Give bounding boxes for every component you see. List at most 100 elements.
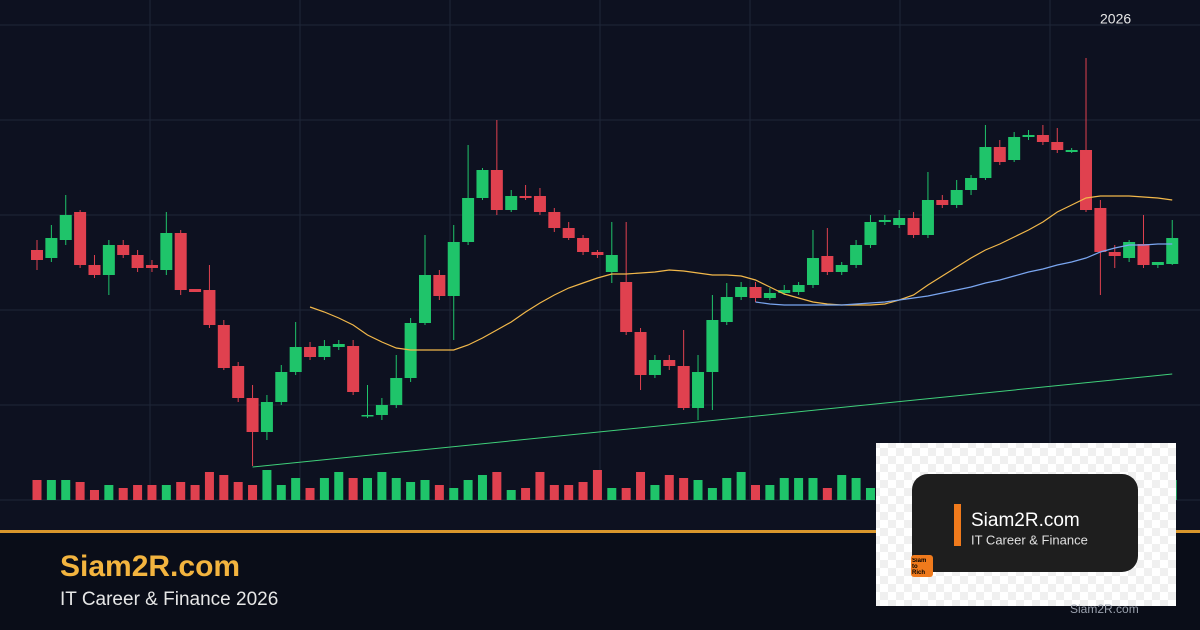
candle-body — [979, 147, 992, 178]
candle-body — [332, 344, 345, 347]
volume-bar — [190, 485, 200, 500]
volume-bar — [32, 480, 42, 500]
candle-body — [907, 218, 920, 235]
volume-bar — [118, 488, 128, 500]
candle-body — [390, 378, 403, 405]
candle-body — [189, 289, 202, 292]
candle-body — [232, 366, 245, 398]
candle-body — [577, 238, 590, 252]
candle-body — [505, 196, 518, 210]
volume-bar — [636, 472, 646, 500]
volume-bar — [434, 485, 444, 500]
candle-body — [275, 372, 288, 402]
candle-body — [347, 346, 360, 392]
candle-body — [778, 290, 791, 293]
candle-body — [203, 290, 216, 325]
candle-body — [318, 346, 331, 357]
volume-bar — [477, 475, 487, 500]
volume-bar — [406, 482, 416, 500]
candle-body — [706, 320, 719, 372]
candle-body — [1094, 208, 1107, 252]
moving-average — [309, 195, 1173, 351]
volume-bar — [449, 488, 459, 500]
candle-body — [878, 220, 891, 222]
volume-bar — [391, 478, 401, 500]
volume-bar — [204, 472, 214, 500]
volume-bar — [75, 482, 85, 500]
volume-bar — [219, 475, 229, 500]
candle-body — [864, 222, 877, 245]
candle-body — [605, 255, 618, 272]
candle-body — [418, 275, 431, 323]
volume-bar — [61, 480, 71, 500]
volume-bar — [822, 488, 832, 500]
volume-bar — [233, 482, 243, 500]
candle-body — [145, 265, 158, 268]
volume-bar — [808, 478, 818, 500]
volume-bar — [865, 488, 875, 500]
candle-body — [1137, 244, 1150, 265]
volume-bar — [291, 478, 301, 500]
volume-bar — [564, 485, 574, 500]
badge-text: Siam to Rich — [912, 558, 927, 576]
volume-bar — [420, 480, 430, 500]
candle-body — [993, 147, 1006, 162]
candle-body — [1151, 262, 1164, 265]
volume-bar — [334, 472, 344, 500]
candle-body — [131, 255, 144, 268]
candle-body — [476, 170, 489, 198]
volume-bar — [535, 472, 545, 500]
candle-body — [634, 332, 647, 375]
candle-body — [88, 265, 101, 275]
candle-body — [174, 233, 187, 290]
badge — [911, 555, 933, 577]
candle-body — [965, 178, 978, 190]
year-label: 2026 — [1100, 11, 1131, 27]
candle-body — [519, 196, 532, 198]
volume-bar — [549, 485, 559, 500]
candle-body — [160, 233, 173, 270]
candle-body — [648, 360, 661, 375]
candle-body — [936, 200, 949, 205]
candle-body — [921, 200, 934, 235]
volume-bar — [621, 488, 631, 500]
volume-bar — [592, 470, 602, 500]
brand: Siam2R.com — [60, 550, 240, 583]
volume-bar — [46, 480, 56, 500]
candle-body — [806, 258, 819, 285]
candle-body — [835, 265, 848, 272]
candle-body — [490, 170, 503, 210]
volume-bar — [377, 472, 387, 500]
candle-body — [1022, 135, 1035, 137]
tagline: IT Career & Finance 2026 — [60, 589, 278, 610]
candle-body — [447, 242, 460, 296]
logo-title: Siam2R.com — [971, 510, 1080, 531]
candle-body — [1008, 137, 1021, 160]
volume-bar — [765, 485, 775, 500]
volume-bar — [521, 488, 531, 500]
volume-bar — [751, 485, 760, 500]
candle-body — [102, 245, 115, 275]
candle-body — [720, 297, 733, 322]
candle-body — [361, 415, 374, 417]
volume-bar — [147, 485, 157, 500]
candle-body — [677, 366, 690, 408]
volume-bar — [492, 472, 502, 500]
volume-bar — [650, 485, 660, 500]
volume-bar — [161, 485, 171, 500]
candle-body — [462, 198, 475, 242]
candle-body — [591, 252, 604, 255]
candle-body — [548, 212, 561, 228]
volume-bar — [463, 480, 473, 500]
candle-body — [1080, 150, 1093, 210]
volume-bar — [607, 488, 617, 500]
volume-bar — [578, 482, 588, 500]
volume-bar — [363, 478, 373, 500]
candle-body — [217, 325, 230, 368]
volume-bar — [176, 482, 186, 500]
volume-bar — [664, 475, 674, 500]
candle-body — [950, 190, 963, 205]
candle-body — [59, 215, 72, 240]
